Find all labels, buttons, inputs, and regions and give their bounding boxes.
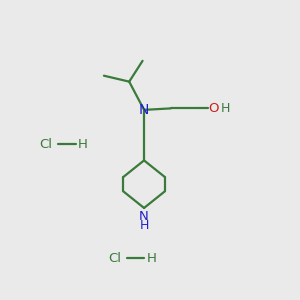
Text: O: O [209,102,219,115]
Text: H: H [140,219,149,232]
Text: H: H [78,138,88,151]
Text: Cl: Cl [108,252,121,265]
Text: H: H [221,102,230,115]
Text: N: N [139,210,149,224]
Text: N: N [139,103,149,117]
Text: H: H [146,252,156,265]
Text: Cl: Cl [40,138,52,151]
